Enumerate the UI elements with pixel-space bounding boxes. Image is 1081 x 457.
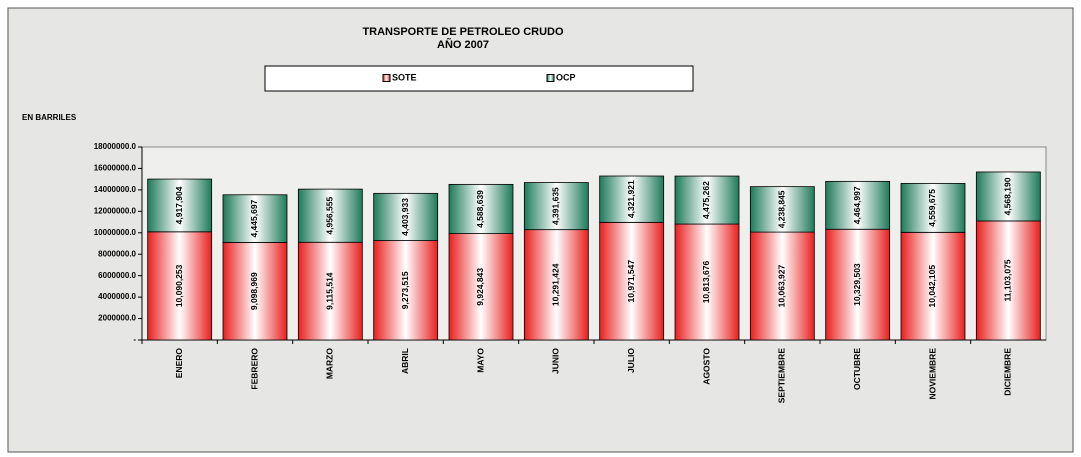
bar-segment — [523, 182, 589, 231]
legend-box — [264, 65, 694, 92]
bar-segment — [674, 175, 740, 225]
value-label: 10,971,547 — [626, 260, 636, 303]
bar-segment — [147, 231, 213, 341]
y-tick-label: 16000000.0 — [94, 164, 137, 173]
x-tick-label: JUNIO — [551, 348, 561, 374]
x-tick-label: AGOSTO — [701, 348, 711, 385]
x-tick-label: MARZO — [325, 348, 335, 380]
value-label: 4,321,921 — [626, 180, 636, 218]
bar-segment — [900, 183, 966, 233]
bar-segment — [147, 178, 213, 233]
bar-segment — [900, 231, 966, 341]
y-tick-label: 10000000.0 — [94, 228, 137, 237]
value-label: 10,090,253 — [174, 264, 184, 307]
x-tick-label: ENERO — [174, 348, 184, 379]
x-tick-label: OCTUBRE — [852, 348, 862, 390]
y-tick-label: 14000000.0 — [94, 185, 137, 194]
bar-segment — [297, 188, 363, 243]
bar-segment — [749, 186, 815, 233]
value-label: 9,273,515 — [400, 271, 410, 309]
bar-segment — [448, 233, 514, 341]
y-tick-label: 12000000.0 — [94, 206, 137, 215]
bar-segment — [975, 220, 1041, 341]
value-label: 10,063,927 — [777, 265, 787, 308]
value-label: 4,391,635 — [551, 187, 561, 225]
value-label: 10,042,105 — [927, 265, 937, 308]
y-tick-label: 8000000.0 — [98, 249, 136, 258]
chart-title: AÑO 2007 — [437, 38, 489, 51]
bar-segment — [674, 223, 740, 341]
value-label: 10,329,503 — [852, 263, 862, 306]
y-tick-label: 4000000.0 — [98, 292, 136, 301]
plot-area — [141, 146, 1047, 341]
x-tick-label: ABRIL — [400, 348, 410, 374]
y-tick-label: 18000000.0 — [94, 142, 137, 151]
bar-segment — [222, 194, 288, 243]
value-label: 4,956,555 — [325, 197, 335, 235]
bar-segment — [599, 175, 665, 223]
value-label: 10,291,424 — [551, 263, 561, 306]
x-tick-label: DICIEMBRE — [1003, 348, 1013, 396]
value-label: 4,917,904 — [174, 186, 184, 224]
value-label: 10,813,676 — [701, 260, 711, 303]
legend-swatch — [382, 74, 391, 82]
value-label: 4,475,262 — [701, 181, 711, 219]
value-label: 9,924,843 — [475, 268, 485, 306]
value-label: 11,103,075 — [1003, 259, 1013, 301]
value-label: 4,445,697 — [249, 199, 259, 237]
bar-segment — [975, 171, 1041, 222]
y-tick-label: 2000000.0 — [98, 314, 136, 323]
chart-title: TRANSPORTE DE PETROLEO CRUDO — [362, 26, 564, 38]
value-label: 9,098,969 — [249, 272, 259, 310]
bar-segment — [749, 231, 815, 341]
bar-segment — [373, 192, 439, 241]
bar-segment — [448, 183, 514, 234]
x-tick-label: NOVIEMBRE — [927, 348, 937, 400]
value-label: 4,464,997 — [852, 186, 862, 224]
value-label: 4,568,190 — [1003, 177, 1013, 215]
x-tick-label: MAYO — [475, 348, 485, 373]
y-tick-label: 6000000.0 — [98, 271, 136, 280]
value-label: 4,588,639 — [475, 190, 485, 228]
bar-segment — [825, 228, 891, 341]
y-tick-label: - — [133, 335, 136, 344]
legend-label: OCP — [556, 72, 576, 82]
legend-swatch — [546, 74, 555, 82]
value-label: 4,559,675 — [927, 189, 937, 227]
y-axis-label: EN BARRILES — [22, 113, 77, 122]
value-label: 4,238,845 — [777, 190, 787, 228]
legend-label: SOTE — [392, 72, 417, 82]
bar-segment — [222, 242, 288, 341]
value-label: 9,115,514 — [325, 272, 335, 310]
bar-segment — [373, 240, 439, 341]
x-tick-label: FEBRERO — [249, 348, 259, 390]
value-label: 4,403,933 — [400, 198, 410, 236]
x-tick-label: SEPTIEMBRE — [777, 348, 787, 404]
bar-segment — [825, 180, 891, 230]
x-tick-label: JULIO — [626, 348, 636, 373]
bar-segment — [523, 229, 589, 341]
